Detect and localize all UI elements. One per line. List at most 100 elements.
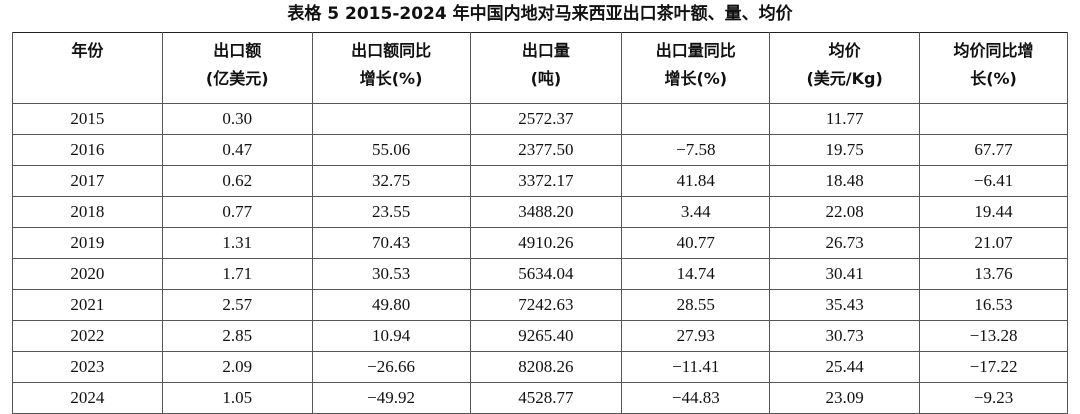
header-cell: 均价同比增长(%)	[919, 32, 1068, 104]
header-cell: 出口量同比增长(%)	[621, 32, 771, 104]
value-cell: −17.22	[919, 351, 1068, 383]
value-cell: −6.41	[919, 165, 1068, 197]
year-cell: 2020	[12, 258, 163, 290]
empty-cell	[919, 103, 1068, 135]
header-cell: 出口量 (吨)	[469, 32, 623, 104]
value-cell: 0.30	[161, 103, 313, 135]
year-cell: 2017	[12, 165, 163, 197]
value-cell: 3.44	[621, 196, 771, 228]
header-text: (吨)	[530, 69, 562, 88]
year-cell: 2016	[12, 134, 163, 166]
value-cell: 30.53	[311, 258, 471, 290]
value-cell: 16.53	[919, 289, 1068, 321]
value-cell: 3488.20	[469, 196, 623, 228]
value-cell: 2.57	[161, 289, 313, 321]
header-text: (美元/Kg)	[806, 69, 883, 88]
header-text: 年份	[71, 41, 104, 60]
header-row: 年份 出口额 (亿美元) 出口额同比增长(%) 出口量 (吨) 出口量同比增长(%) 均价 (美…	[12, 32, 1068, 104]
value-cell: 1.05	[161, 382, 313, 414]
empty-cell	[621, 103, 771, 135]
value-cell: 21.07	[919, 227, 1068, 259]
header-cell: 出口额同比增长(%)	[311, 32, 471, 104]
value-cell: −44.83	[621, 382, 771, 414]
table-row: 2024 1.05 −49.92 4528.77 −44.83 23.09 −9.23	[12, 382, 1068, 414]
header-text: 均价	[828, 41, 861, 60]
value-cell: 28.55	[621, 289, 771, 321]
value-cell: 4528.77	[469, 382, 623, 414]
empty-cell	[311, 103, 471, 135]
year-cell: 2015	[12, 103, 163, 135]
header-text: (亿美元)	[205, 69, 269, 88]
header-text: 长(%)	[970, 69, 1017, 88]
value-cell: 3372.17	[469, 165, 623, 197]
year-cell: 2019	[12, 227, 163, 259]
header-text: 增长(%)	[664, 69, 728, 88]
value-cell: −49.92	[311, 382, 471, 414]
value-cell: 27.93	[621, 320, 771, 352]
header-text: 出口量同比	[655, 41, 736, 60]
table-row: 2020 1.71 30.53 5634.04 14.74 30.41 13.76	[12, 258, 1068, 290]
value-cell: 41.84	[621, 165, 771, 197]
value-cell: 67.77	[919, 134, 1068, 166]
value-cell: 0.47	[161, 134, 313, 166]
value-cell: 5634.04	[469, 258, 623, 290]
value-cell: 13.76	[919, 258, 1068, 290]
value-cell: 10.94	[311, 320, 471, 352]
table-title: 表格 5 2015-2024 年中国内地对马来西亚出口茶叶额、量、均价	[287, 4, 793, 24]
value-cell: 55.06	[311, 134, 471, 166]
value-cell: 2377.50	[469, 134, 623, 166]
value-cell: 19.44	[919, 196, 1068, 228]
value-cell: 25.44	[769, 351, 921, 383]
value-cell: −9.23	[919, 382, 1068, 414]
value-cell: −13.28	[919, 320, 1068, 352]
value-cell: 18.48	[769, 165, 921, 197]
table-row: 2017 0.62 32.75 3372.17 41.84 18.48 −6.41	[12, 165, 1068, 197]
table-row: 2023 2.09 −26.66 8208.26 −11.41 25.44 −17.22	[12, 351, 1068, 383]
value-cell: −26.66	[311, 351, 471, 383]
value-cell: 2.09	[161, 351, 313, 383]
header-text: 出口量	[521, 41, 570, 60]
value-cell: 11.77	[769, 103, 921, 135]
value-cell: 26.73	[769, 227, 921, 259]
header-cell: 年份	[12, 32, 163, 104]
header-text: 均价同比增	[953, 41, 1034, 60]
year-cell: 2018	[12, 196, 163, 228]
value-cell: −7.58	[621, 134, 771, 166]
value-cell: 8208.26	[469, 351, 623, 383]
value-cell: 22.08	[769, 196, 921, 228]
header-cell: 出口额 (亿美元)	[161, 32, 313, 104]
header-text: 出口额同比	[351, 41, 432, 60]
value-cell: 40.77	[621, 227, 771, 259]
header-cell: 均价 (美元/Kg)	[769, 32, 921, 104]
value-cell: 0.62	[161, 165, 313, 197]
table-row: 2022 2.85 10.94 9265.40 27.93 30.73 −13.28	[12, 320, 1068, 352]
value-cell: 49.80	[311, 289, 471, 321]
value-cell: 23.55	[311, 196, 471, 228]
table-row: 2016 0.47 55.06 2377.50 −7.58 19.75 67.77	[12, 134, 1068, 166]
value-cell: 0.77	[161, 196, 313, 228]
table-body: 2015 0.30 2572.37 11.77 2016 0.47 55.06 2377.50…	[12, 103, 1068, 414]
header-text: 增长(%)	[359, 69, 423, 88]
value-cell: 30.73	[769, 320, 921, 352]
value-cell: 7242.63	[469, 289, 623, 321]
value-cell: 32.75	[311, 165, 471, 197]
year-cell: 2021	[12, 289, 163, 321]
value-cell: 19.75	[769, 134, 921, 166]
value-cell: 4910.26	[469, 227, 623, 259]
value-cell: 2.85	[161, 320, 313, 352]
table-row: 2015 0.30 2572.37 11.77	[12, 103, 1068, 135]
value-cell: −11.41	[621, 351, 771, 383]
data-table: 年份 出口额 (亿美元) 出口额同比增长(%) 出口量 (吨) 出口量同比增长(%) 均价 (美…	[12, 32, 1068, 414]
header-text: 出口额	[213, 41, 262, 60]
value-cell: 1.71	[161, 258, 313, 290]
year-cell: 2022	[12, 320, 163, 352]
value-cell: 14.74	[621, 258, 771, 290]
table-row: 2021 2.57 49.80 7242.63 28.55 35.43 16.53	[12, 289, 1068, 321]
year-cell: 2024	[12, 382, 163, 414]
value-cell: 30.41	[769, 258, 921, 290]
value-cell: 1.31	[161, 227, 313, 259]
value-cell: 9265.40	[469, 320, 623, 352]
value-cell: 23.09	[769, 382, 921, 414]
value-cell: 35.43	[769, 289, 921, 321]
